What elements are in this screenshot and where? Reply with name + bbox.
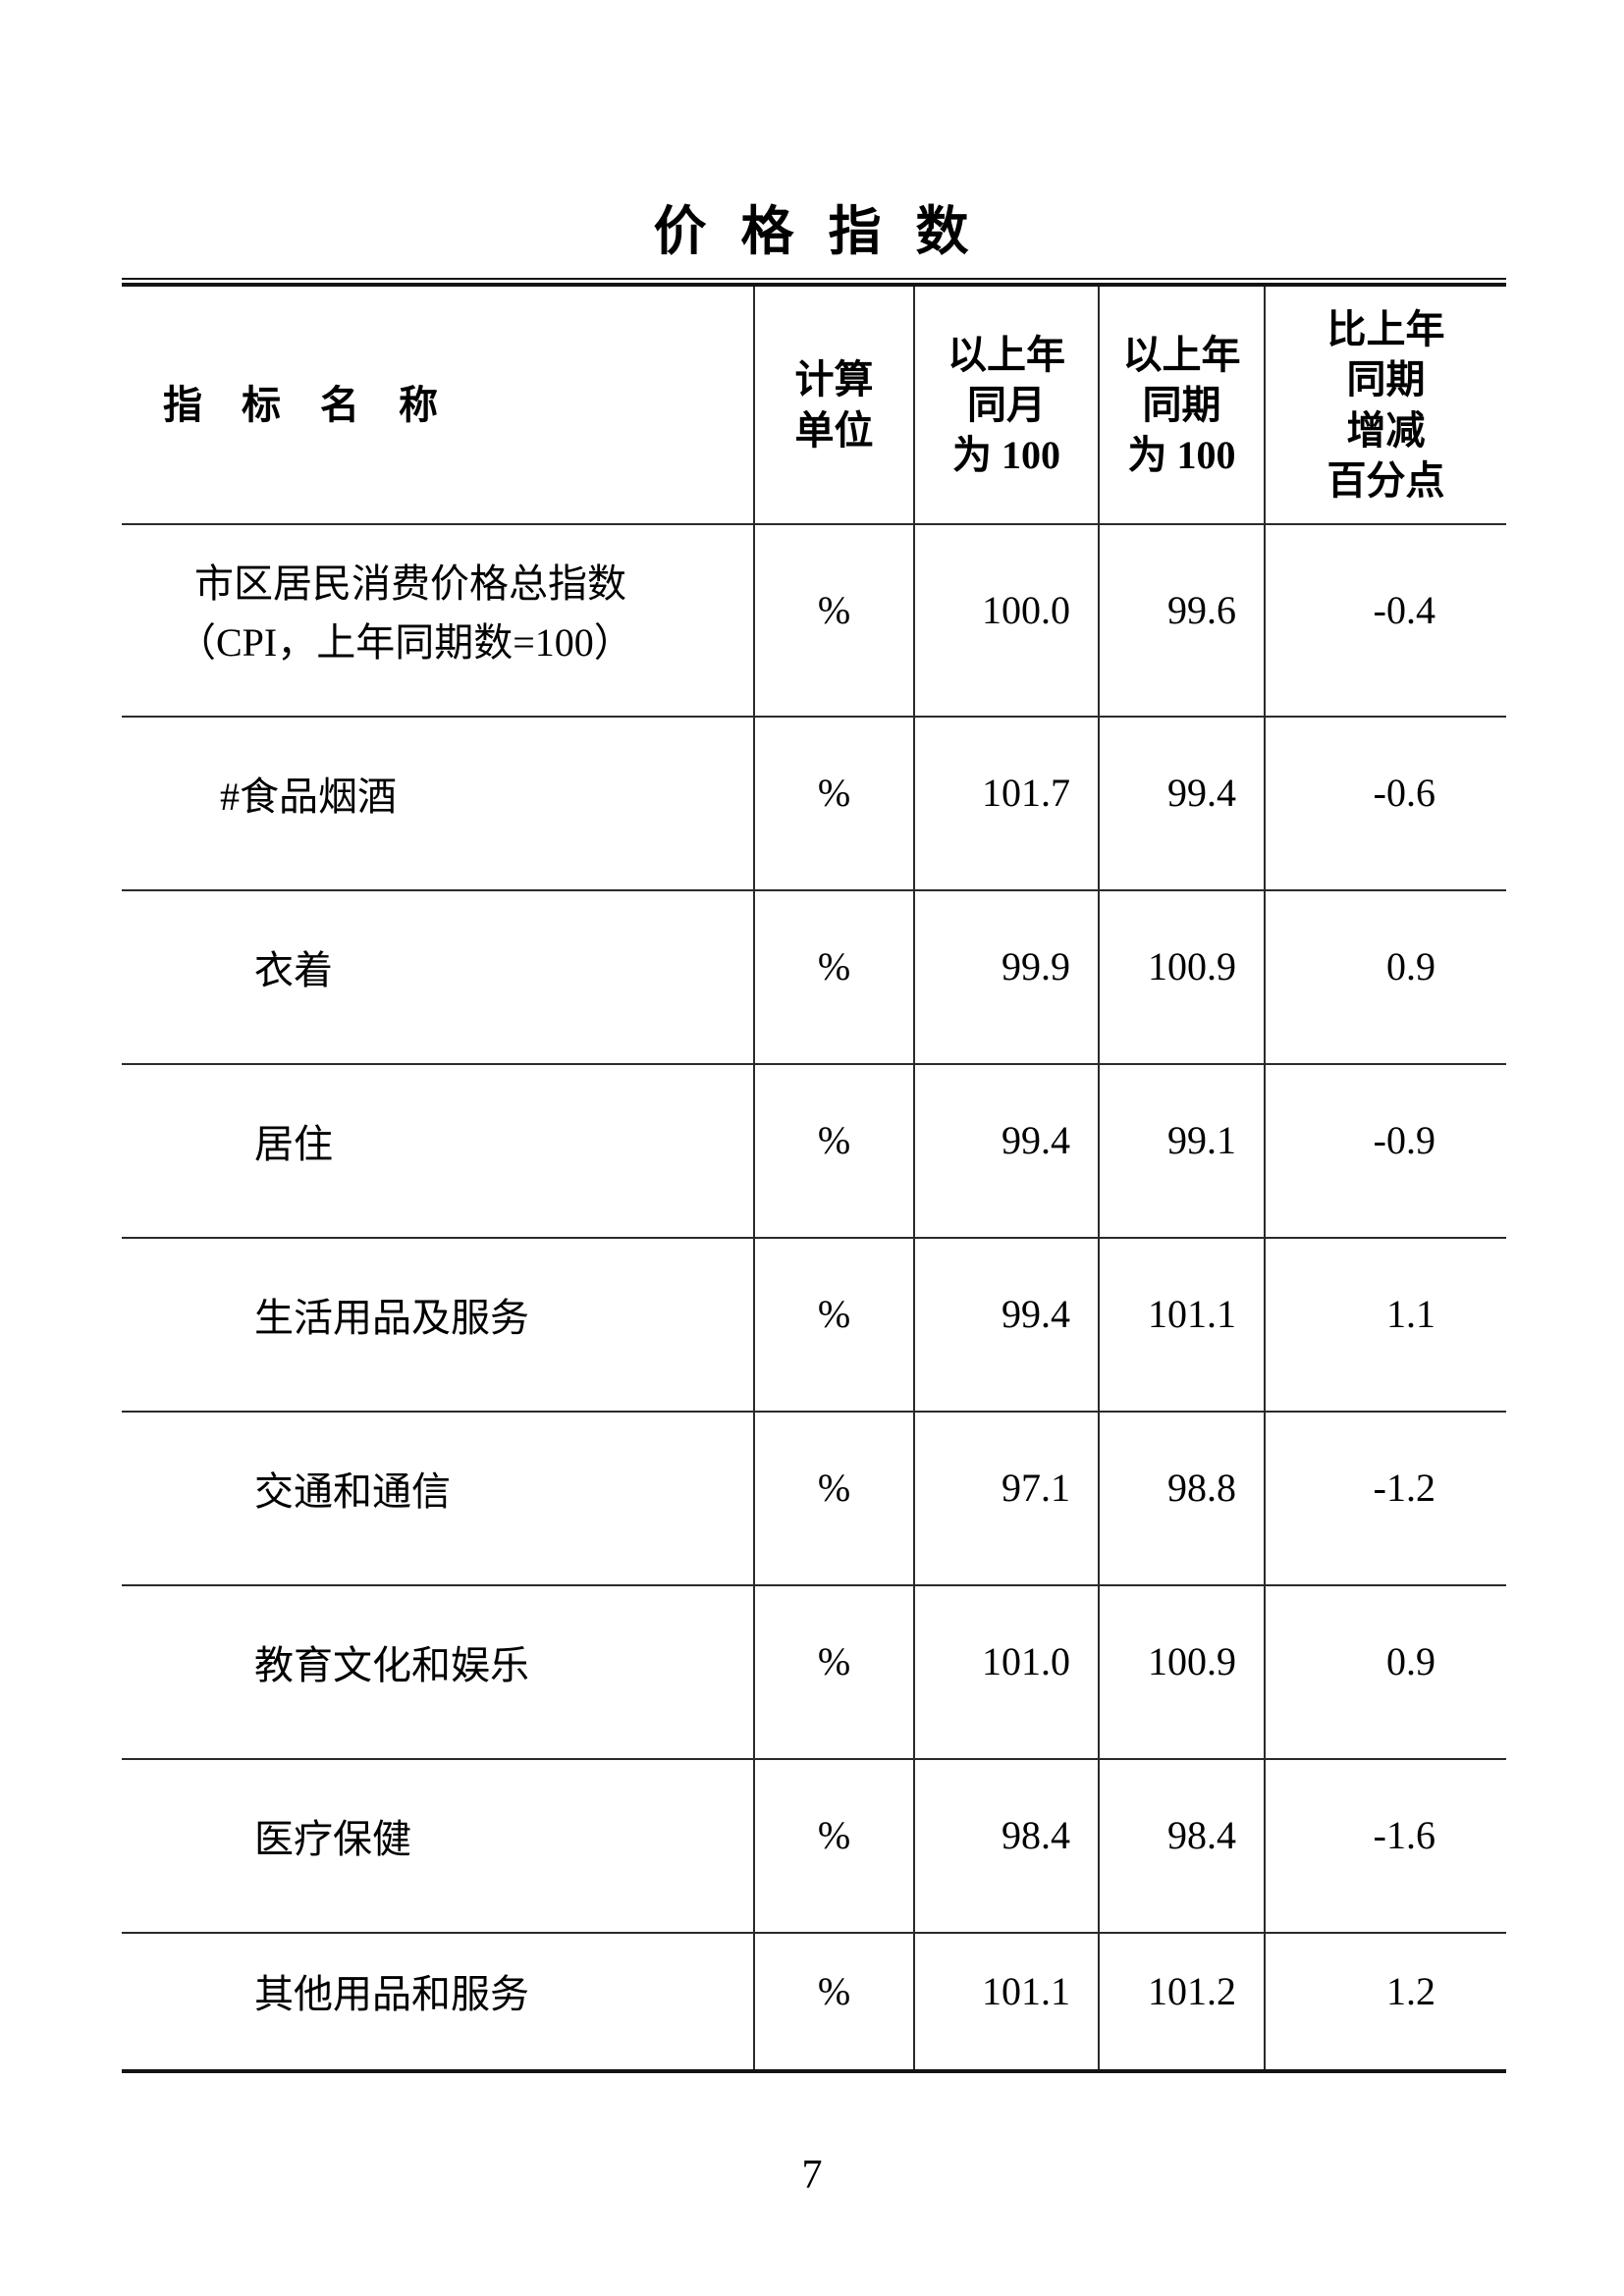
change-cell: 0.9	[1264, 1584, 1506, 1759]
unit-cell: %	[753, 889, 914, 1064]
change-cell: -0.9	[1264, 1063, 1506, 1238]
indicator-name-cell: #食品烟酒	[122, 716, 754, 890]
change-cell: 1.2	[1264, 1932, 1506, 2071]
indicator-name-line2: （CPI，上年同期数=100）	[177, 620, 633, 665]
indicator-name-line1: 市区居民消费价格总指数	[194, 561, 626, 606]
table-header-row: 指 标 名 称 计算 单位 以上年 同月 为 100 以上年 同期 为 100 …	[122, 287, 1506, 524]
table-row: 衣着 % 99.9 100.9 0.9	[122, 889, 1506, 1064]
vs-month-cell: 97.1	[913, 1411, 1099, 1585]
unit-cell: %	[753, 1411, 914, 1585]
unit-cell: %	[753, 1758, 914, 1933]
table-row: 交通和通信 % 97.1 98.8 -1.2	[122, 1411, 1506, 1585]
indicator-name-cell: 生活用品及服务	[122, 1237, 754, 1412]
vs-period-cell: 100.9	[1098, 889, 1265, 1064]
vs-month-cell: 101.1	[913, 1932, 1099, 2071]
page-title: 价 格 指 数	[653, 202, 971, 261]
table-row: 其他用品和服务 % 101.1 101.2 1.2	[122, 1932, 1506, 2071]
unit-cell: %	[753, 1932, 914, 2071]
vs-month-cell: 100.0	[913, 523, 1099, 717]
change-cell: -0.6	[1264, 716, 1506, 890]
table-row: 市区居民消费价格总指数 （CPI，上年同期数=100） % 100.0 99.6…	[122, 523, 1506, 717]
table-row: 教育文化和娱乐 % 101.0 100.9 0.9	[122, 1584, 1506, 1759]
table-top-rule	[122, 278, 1506, 287]
header-vs-same-month: 以上年 同月 为 100	[913, 287, 1099, 524]
vs-period-cell: 98.8	[1098, 1411, 1265, 1585]
header-change-pct-points: 比上年 同期 增减 百分点	[1264, 287, 1506, 524]
indicator-name-cell: 居住	[122, 1063, 754, 1238]
vs-month-cell: 99.4	[913, 1063, 1099, 1238]
change-cell: 1.1	[1264, 1237, 1506, 1412]
change-cell: -1.6	[1264, 1758, 1506, 1933]
vs-month-cell: 101.0	[913, 1584, 1099, 1759]
indicator-name-cell: 医疗保健	[122, 1758, 754, 1933]
indicator-name-cell: 衣着	[122, 889, 754, 1064]
indicator-name-cell: 市区居民消费价格总指数 （CPI，上年同期数=100）	[122, 523, 754, 717]
change-cell: -1.2	[1264, 1411, 1506, 1585]
indicator-name-cell: 交通和通信	[122, 1411, 754, 1585]
vs-month-cell: 99.9	[913, 889, 1099, 1064]
unit-cell: %	[753, 716, 914, 890]
unit-cell: %	[753, 1237, 914, 1412]
change-cell: -0.4	[1264, 523, 1506, 717]
page-number: 7	[801, 2153, 823, 2198]
unit-cell: %	[753, 523, 914, 717]
vs-period-cell: 100.9	[1098, 1584, 1265, 1759]
vs-period-cell: 101.2	[1098, 1932, 1265, 2071]
header-indicator-name: 指 标 名 称	[163, 382, 438, 427]
change-cell: 0.9	[1264, 889, 1506, 1064]
vs-period-cell: 98.4	[1098, 1758, 1265, 1933]
table-row: #食品烟酒 % 101.7 99.4 -0.6	[122, 716, 1506, 890]
vs-period-cell: 99.4	[1098, 716, 1265, 890]
vs-month-cell: 98.4	[913, 1758, 1099, 1933]
price-index-table: 指 标 名 称 计算 单位 以上年 同月 为 100 以上年 同期 为 100 …	[122, 278, 1506, 2073]
vs-period-cell: 101.1	[1098, 1237, 1265, 1412]
unit-cell: %	[753, 1063, 914, 1238]
table-row: 生活用品及服务 % 99.4 101.1 1.1	[122, 1237, 1506, 1412]
vs-period-cell: 99.1	[1098, 1063, 1265, 1238]
vs-period-cell: 99.6	[1098, 523, 1265, 717]
indicator-name-cell: 教育文化和娱乐	[122, 1584, 754, 1759]
price-index-grid: 指 标 名 称 计算 单位 以上年 同月 为 100 以上年 同期 为 100 …	[122, 287, 1506, 2073]
indicator-name-cell: 其他用品和服务	[122, 1932, 754, 2071]
header-vs-same-period: 以上年 同期 为 100	[1098, 287, 1265, 524]
table-row: 医疗保健 % 98.4 98.4 -1.6	[122, 1758, 1506, 1933]
vs-month-cell: 99.4	[913, 1237, 1099, 1412]
header-unit: 计算 单位	[753, 287, 914, 524]
unit-cell: %	[753, 1584, 914, 1759]
vs-month-cell: 101.7	[913, 716, 1099, 890]
table-row: 居住 % 99.4 99.1 -0.9	[122, 1063, 1506, 1238]
